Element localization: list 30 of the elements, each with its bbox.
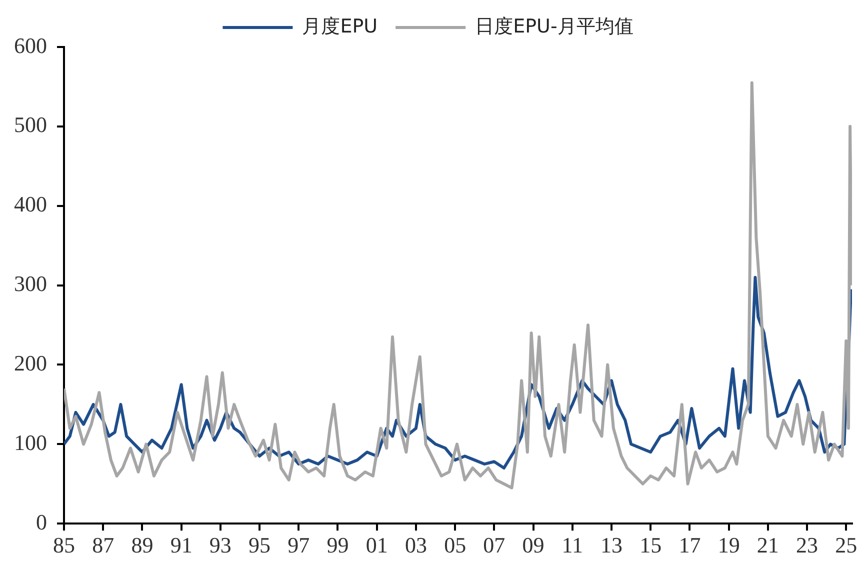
x-tick-label: 05: [444, 532, 466, 558]
y-tick-label: 300: [14, 271, 47, 296]
x-tick-label: 07: [483, 532, 506, 558]
y-tick-label: 200: [14, 350, 47, 376]
x-tick-label: 21: [756, 532, 779, 558]
x-tick-label: 87: [92, 532, 114, 558]
legend-label: 月度EPU: [302, 15, 378, 38]
y-tick-label: 600: [14, 32, 47, 58]
x-tick-label: 95: [248, 532, 271, 558]
legend-label: 日度EPU-月平均值: [475, 15, 634, 38]
x-tick-label: 17: [678, 532, 701, 558]
x-tick-label: 03: [404, 532, 427, 558]
x-tick-label: 15: [640, 532, 662, 558]
x-tick-label: 01: [366, 532, 388, 558]
x-tick-label: 09: [522, 532, 544, 558]
y-tick-label: 0: [36, 509, 47, 534]
y-tick-label: 400: [14, 192, 47, 217]
x-tick-label: 85: [53, 532, 75, 558]
x-tick-label: 11: [562, 532, 583, 558]
x-tick-label: 99: [326, 532, 349, 558]
x-tick-label: 89: [131, 532, 154, 558]
x-tick-label: 23: [796, 532, 818, 558]
x-tick-label: 19: [718, 532, 740, 558]
y-tick-label: 100: [14, 430, 47, 455]
x-tick-label: 97: [288, 532, 310, 558]
y-tick-label: 500: [14, 112, 47, 138]
x-tick-label: 91: [170, 532, 192, 558]
x-tick-label: 13: [600, 532, 622, 558]
x-tick-label: 25: [835, 532, 858, 558]
x-tick-label: 93: [209, 532, 232, 558]
